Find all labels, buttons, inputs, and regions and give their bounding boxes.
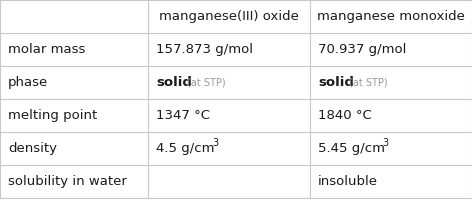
Text: solid: solid bbox=[156, 76, 192, 89]
Text: (at STP): (at STP) bbox=[187, 78, 226, 87]
Text: 3: 3 bbox=[212, 139, 218, 148]
Text: solubility in water: solubility in water bbox=[8, 175, 127, 188]
Text: 1840 °C: 1840 °C bbox=[318, 109, 372, 122]
Text: (at STP): (at STP) bbox=[349, 78, 388, 87]
Text: 3: 3 bbox=[382, 139, 388, 148]
Text: 1347 °C: 1347 °C bbox=[156, 109, 210, 122]
Text: 157.873 g/mol: 157.873 g/mol bbox=[156, 43, 253, 56]
Text: 70.937 g/mol: 70.937 g/mol bbox=[318, 43, 406, 56]
Text: solid: solid bbox=[318, 76, 354, 89]
Text: insoluble: insoluble bbox=[318, 175, 378, 188]
Text: molar mass: molar mass bbox=[8, 43, 85, 56]
Text: 4.5 g/cm: 4.5 g/cm bbox=[156, 142, 214, 155]
Text: manganese(III) oxide: manganese(III) oxide bbox=[159, 10, 299, 23]
Text: melting point: melting point bbox=[8, 109, 97, 122]
Text: manganese monoxide: manganese monoxide bbox=[317, 10, 465, 23]
Text: density: density bbox=[8, 142, 57, 155]
Text: 5.45 g/cm: 5.45 g/cm bbox=[318, 142, 385, 155]
Text: phase: phase bbox=[8, 76, 48, 89]
